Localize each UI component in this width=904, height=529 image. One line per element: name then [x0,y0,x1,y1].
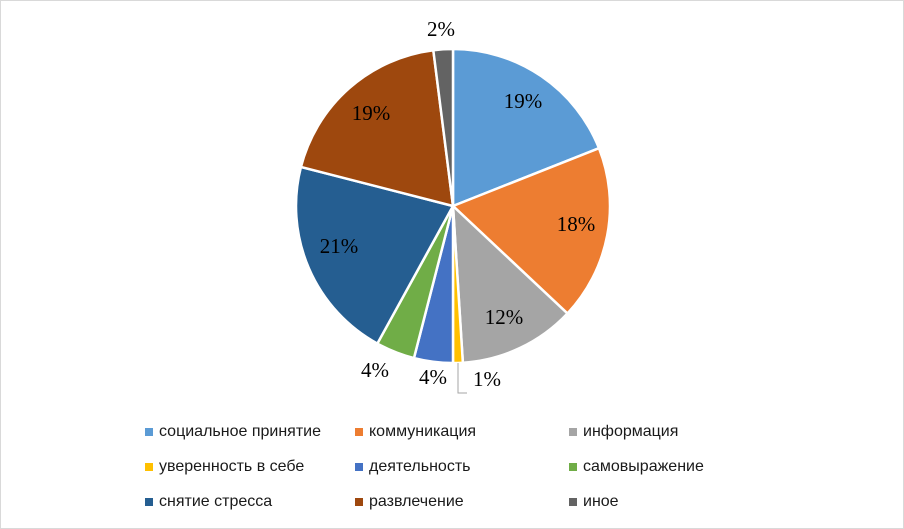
legend-swatch [355,498,363,506]
legend-label: самовыражение [583,458,704,475]
legend-swatch [145,463,153,471]
legend-item-9: иное [569,493,619,511]
data-label-5: 4% [419,365,447,389]
data-label-3: 12% [485,305,524,329]
pie-slice-8 [299,48,455,208]
leader-line [457,363,467,394]
legend-label: коммуникация [369,423,477,440]
pie-slice-9 [431,47,455,207]
pie-slice-3 [451,202,570,365]
legend-item-2: коммуникация [355,423,476,441]
legend-item-1: социальное принятие [145,423,321,441]
legend-item-8: развлечение [355,493,464,511]
legend-item-5: деятельность [355,458,470,476]
legend-item-7: снятие стресса [145,493,272,511]
legend-swatch [569,463,577,471]
legend-label: снятие стресса [159,493,273,510]
legend-swatch [145,428,153,436]
legend-label: развлечение [369,493,464,510]
legend-label: иное [583,493,619,510]
legend-label: информация [583,423,679,440]
data-label-9: 2% [427,17,455,41]
pie-slice-2 [450,146,612,316]
legend-swatch [569,428,577,436]
data-label-8: 19% [352,101,391,125]
data-label-2: 18% [557,212,596,236]
data-label-6: 4% [361,358,389,382]
pie-slice-1 [451,47,601,208]
legend-swatch [355,463,363,471]
legend-item-4: уверенность в себе [145,458,304,476]
legend-label: уверенность в себе [159,458,305,475]
legend-swatch [569,498,577,506]
data-label-4: 1% [473,367,501,391]
legend: социальное принятие коммуникация информаци… [145,417,845,527]
legend-item-6: самовыражение [569,458,704,476]
pie-slice-7 [294,165,455,346]
data-label-1: 19% [504,89,543,113]
legend-swatch [145,498,153,506]
legend-label: деятельность [369,458,471,475]
data-label-7: 21% [320,234,359,258]
legend-swatch [355,428,363,436]
legend-label: социальное принятие [159,423,321,440]
legend-item-3: информация [569,423,678,441]
